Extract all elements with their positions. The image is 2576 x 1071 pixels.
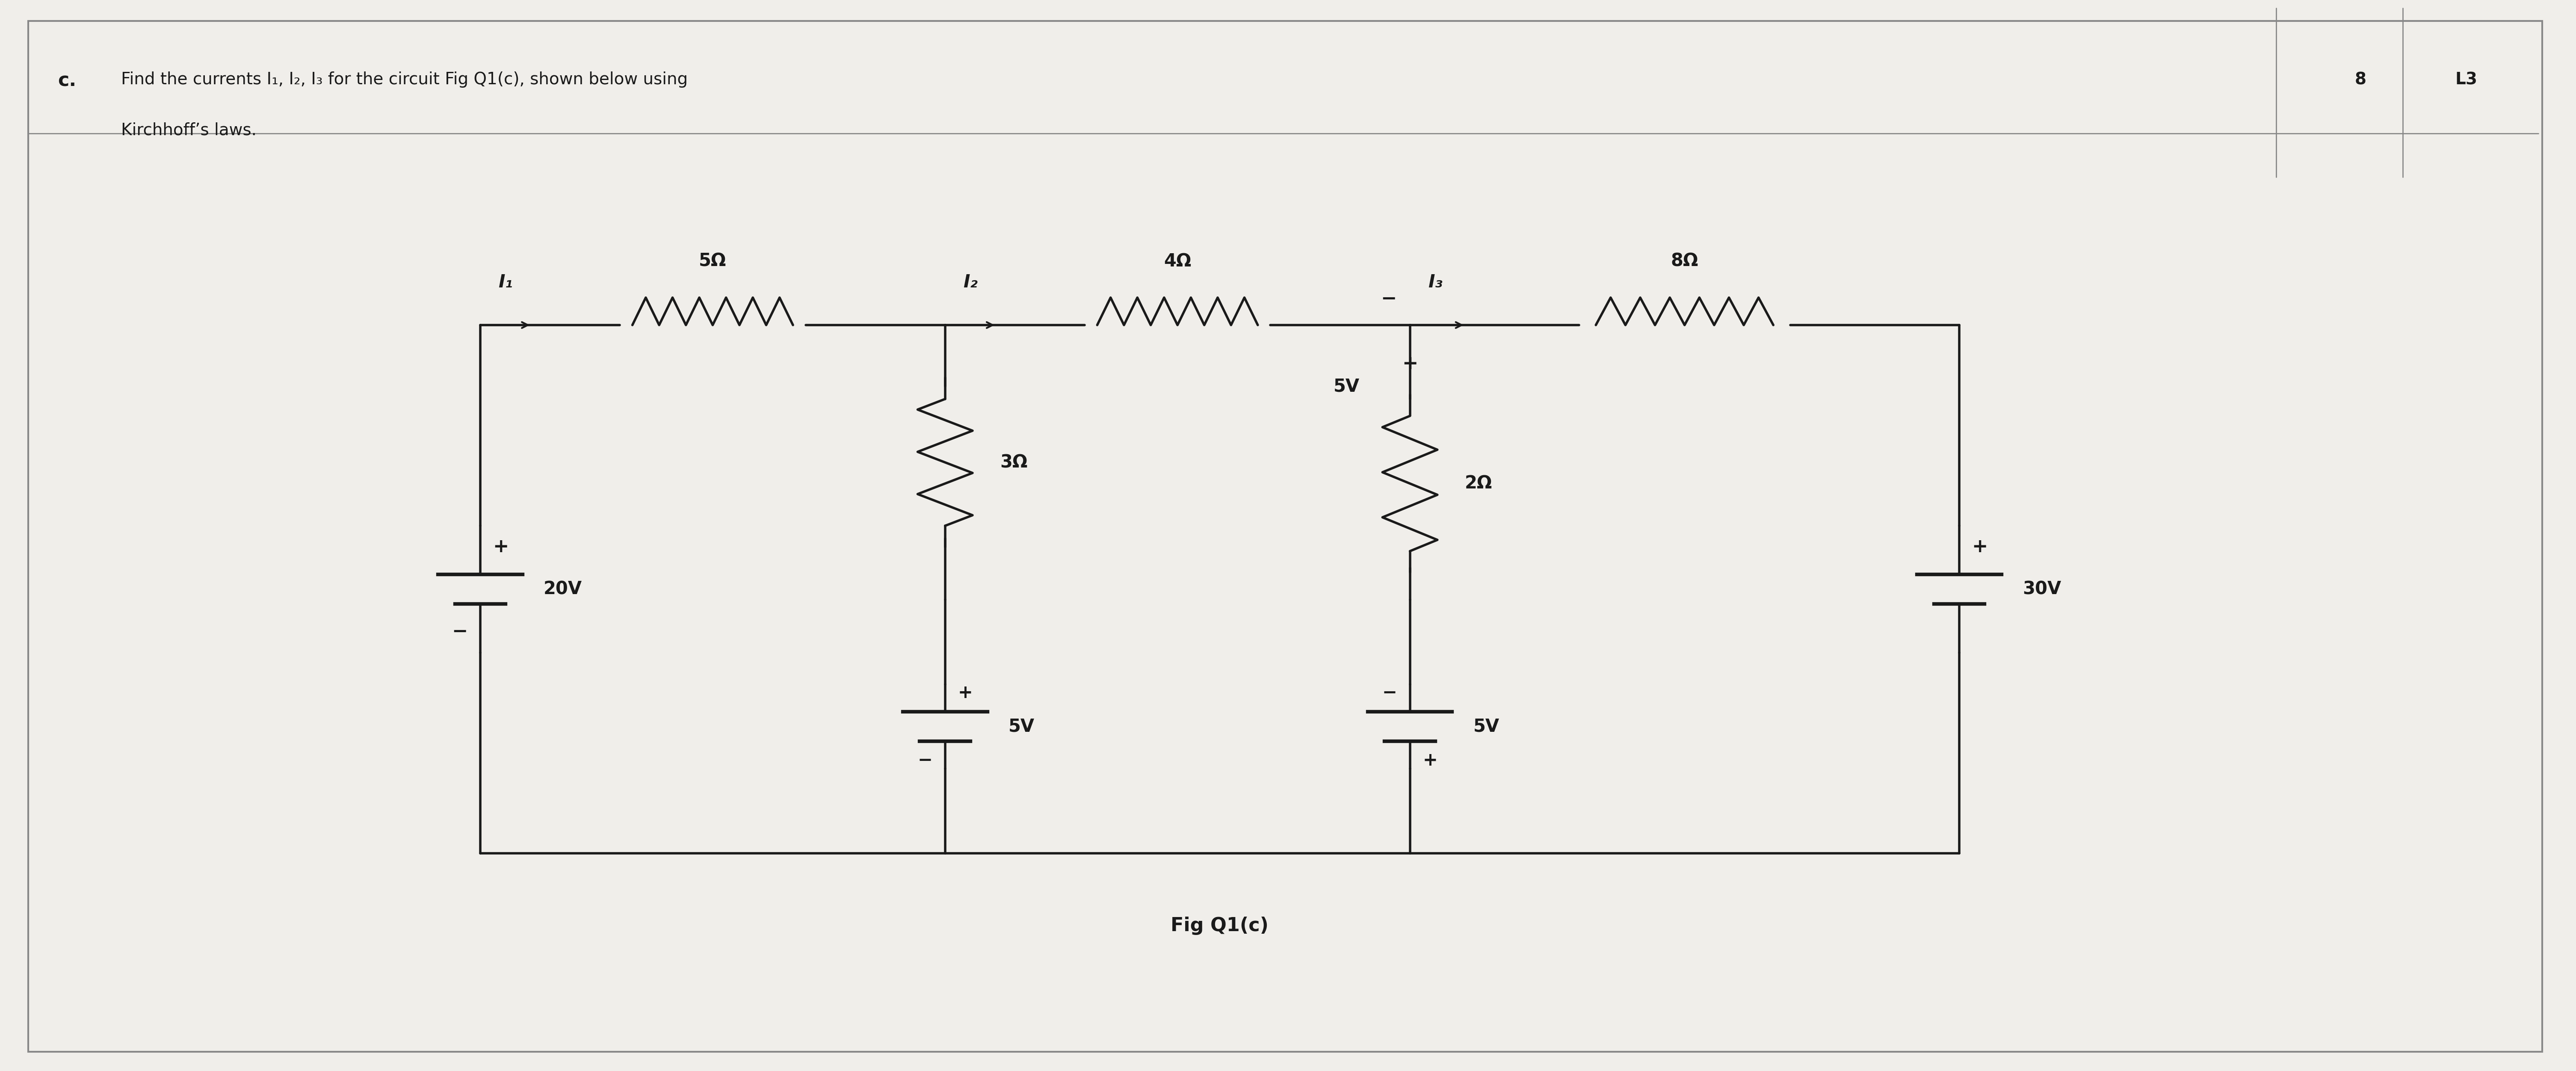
Text: +: +	[1401, 355, 1417, 373]
Text: Kirchhoff’s laws.: Kirchhoff’s laws.	[121, 122, 258, 138]
Text: 4Ω: 4Ω	[1164, 252, 1190, 270]
Text: +: +	[1973, 538, 1989, 556]
Text: I₃: I₃	[1427, 273, 1443, 291]
Text: 5V: 5V	[1007, 718, 1036, 736]
Text: 8Ω: 8Ω	[1672, 252, 1698, 270]
Text: 5Ω: 5Ω	[698, 252, 726, 270]
Text: I₁: I₁	[497, 273, 513, 291]
FancyBboxPatch shape	[28, 20, 2543, 1052]
Text: 8: 8	[2354, 72, 2367, 88]
Text: +: +	[492, 538, 510, 556]
Text: −: −	[917, 752, 933, 769]
Text: Find the currents I₁, I₂, I₃ for the circuit Fig Q1(c), shown below using: Find the currents I₁, I₂, I₃ for the cir…	[121, 72, 688, 88]
Text: +: +	[958, 683, 974, 702]
Text: −: −	[451, 622, 469, 640]
Text: −: −	[1381, 290, 1396, 308]
Text: 5V: 5V	[1473, 718, 1499, 736]
Text: I₂: I₂	[963, 273, 979, 291]
Text: 5V: 5V	[1334, 377, 1360, 395]
Text: −: −	[1383, 683, 1396, 702]
Text: +: +	[1422, 752, 1437, 769]
Text: 20V: 20V	[544, 580, 582, 598]
Text: c.: c.	[57, 72, 77, 90]
Text: 3Ω: 3Ω	[999, 453, 1028, 471]
Text: L3: L3	[2455, 72, 2478, 88]
Text: Fig Q1(c): Fig Q1(c)	[1170, 917, 1270, 935]
Text: 2Ω: 2Ω	[1466, 474, 1492, 493]
Text: 30V: 30V	[2022, 580, 2061, 598]
